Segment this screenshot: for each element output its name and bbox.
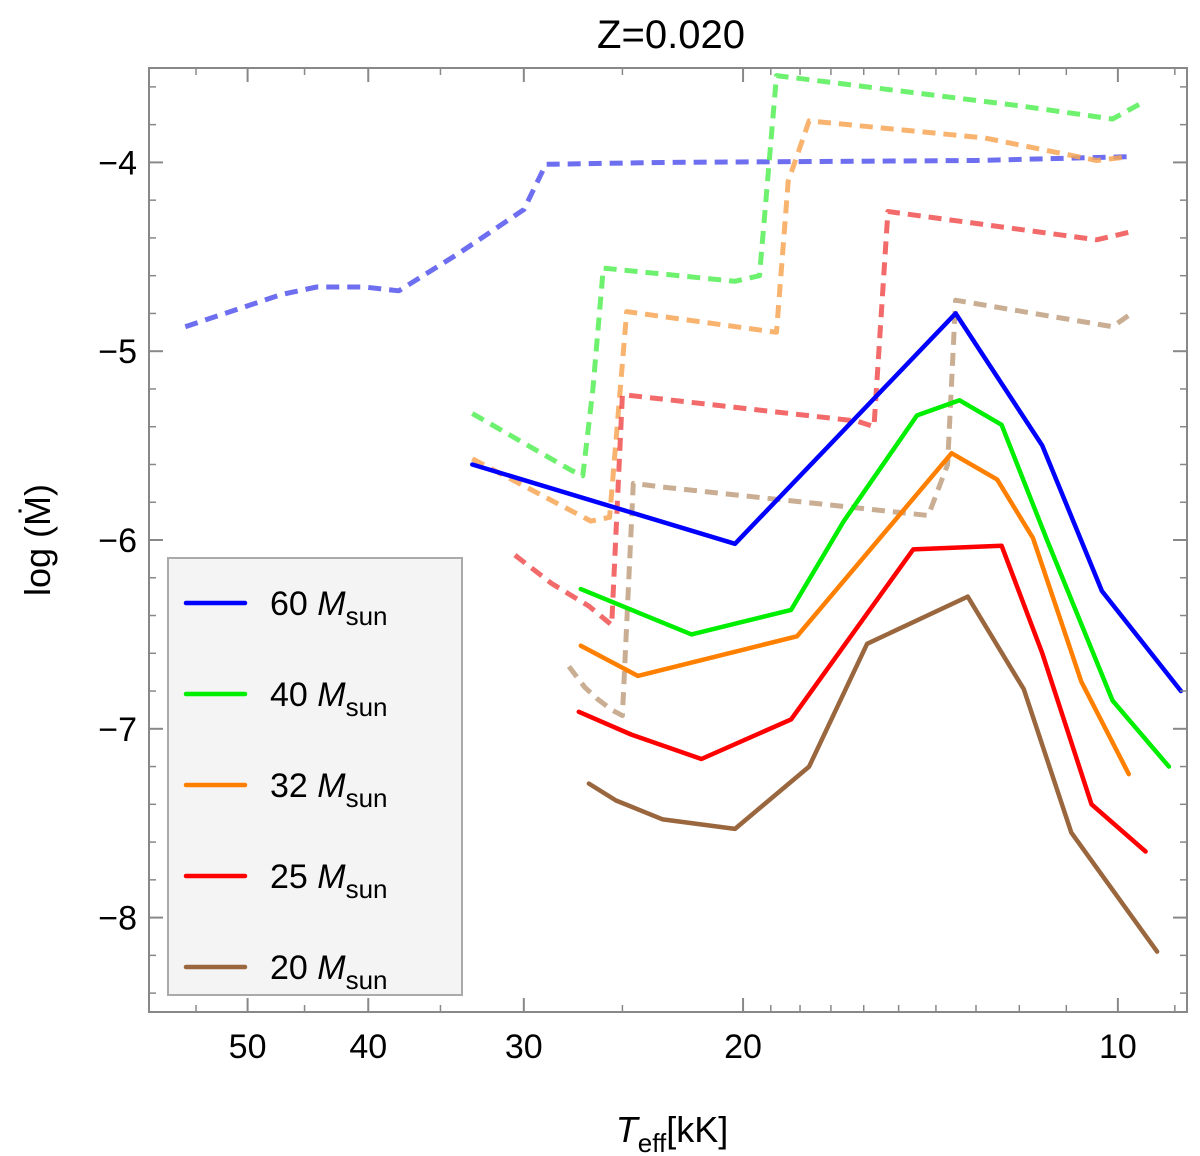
x-axis-label-sub: eff — [638, 1128, 667, 1156]
legend-entry-label: 60 Msun — [270, 585, 388, 631]
series-line-25-msun-dashed — [513, 209, 1130, 628]
legend-entry-value: 25 — [270, 858, 317, 896]
y-axis-label: log (Ṁ) — [17, 484, 58, 596]
y-tick-label: −4 — [98, 144, 137, 182]
legend-entry-sub: sun — [346, 783, 388, 813]
legend-entry-symbol: M — [317, 767, 346, 805]
series-line-25-msun — [576, 543, 1148, 854]
legend-entry-symbol: M — [317, 858, 346, 896]
legend-entry-label: 32 Msun — [270, 767, 388, 813]
x-tick-label: 40 — [349, 1028, 387, 1066]
legend-entry-label: 40 Msun — [270, 676, 388, 722]
x-axis-label: Teff[kK] — [616, 1109, 728, 1156]
legend-entry-value: 32 — [270, 767, 317, 805]
x-axis-label-unit: [kK] — [666, 1109, 728, 1150]
legend-entry-value: 60 — [270, 585, 317, 623]
x-tick-label: 10 — [1099, 1028, 1137, 1066]
legend-entry-label: 25 Msun — [270, 858, 388, 904]
legend-entry-symbol: M — [317, 949, 346, 987]
series-layer — [184, 73, 1184, 954]
y-tick-label: −7 — [98, 711, 137, 749]
series-line-40-msun-dashed — [471, 73, 1142, 479]
series-line-60-msun — [470, 311, 1184, 694]
x-tick-label: 30 — [505, 1028, 543, 1066]
y-tick-label: −5 — [98, 333, 137, 371]
series-line-20-msun-dashed — [566, 297, 1131, 719]
y-tick-label: −8 — [98, 900, 137, 938]
legend-entry-symbol: M — [317, 585, 346, 623]
legend-box — [167, 557, 463, 996]
legend-entry-value: 20 — [270, 949, 317, 987]
series-line-20-msun — [586, 594, 1160, 954]
legend-entry-value: 40 — [270, 676, 317, 714]
x-axis-label-main: T — [616, 1109, 641, 1150]
legend-entry-sub: sun — [346, 601, 388, 631]
series-line-32-msun — [578, 450, 1132, 777]
chart-title: Z=0.020 — [597, 13, 745, 57]
x-tick-label: 20 — [724, 1028, 762, 1066]
legend-entry-sub: sun — [346, 965, 388, 995]
ticks-layer: 50 40 30 20 10 −8 −7 −6 −5 −4 — [98, 68, 1187, 1066]
legend-entry-sub: sun — [346, 874, 388, 904]
x-tick-label: 50 — [229, 1028, 267, 1066]
legend-entry-sub: sun — [346, 692, 388, 722]
series-line-40-msun — [578, 398, 1172, 769]
legend-entry-symbol: M — [317, 676, 346, 714]
series-line-60-msun-dashed — [184, 154, 1129, 330]
y-tick-label: −6 — [98, 522, 137, 560]
legend-entry-label: 20 Msun — [270, 949, 388, 995]
